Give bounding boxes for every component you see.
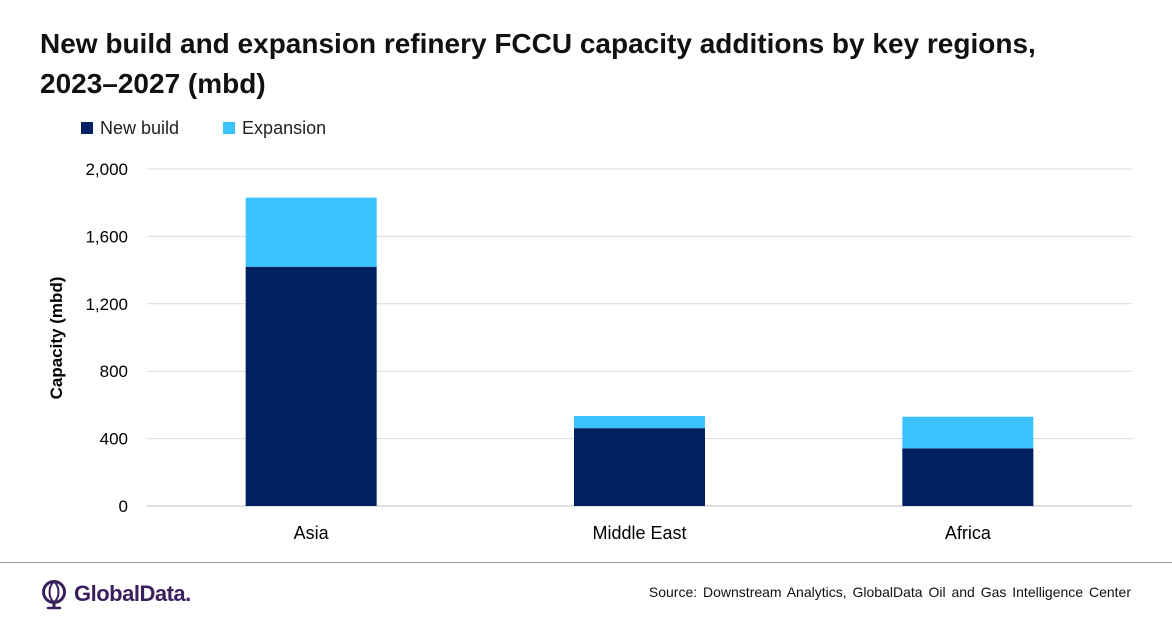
legend-item-expansion: Expansion [223, 118, 326, 139]
chart-title-line-2: 2023–2027 (mbd) [40, 68, 266, 99]
bars [245, 197, 1034, 506]
globaldata-logo: GlobalData. [40, 576, 191, 612]
legend-swatch-expansion [223, 122, 236, 134]
x-axis-ticks: Asia Middle East Africa [294, 523, 992, 543]
legend-swatch-new-build [81, 122, 93, 134]
y-axis-label: Capacity (mbd) [47, 277, 66, 400]
y-axis-ticks: 0 400 800 1,200 1,600 2,000 [85, 160, 128, 516]
y-tick-label: 2,000 [85, 160, 128, 179]
y-tick-label: 0 [119, 497, 128, 516]
source-note: Source: Downstream Analytics, GlobalData… [648, 584, 1131, 600]
bar-new-build [245, 266, 377, 506]
footer-divider [0, 562, 1172, 563]
chart-title: New build and expansion refinery FCCU ca… [40, 24, 1140, 104]
x-tick-label: Asia [294, 523, 330, 543]
legend-label-expansion: Expansion [242, 117, 327, 138]
legend-label-new-build: New build [100, 117, 180, 138]
logo-text: GlobalData. [74, 581, 191, 606]
chart-title-line-1: New build and expansion refinery FCCU ca… [40, 28, 1036, 59]
y-tick-label: 400 [100, 430, 128, 449]
x-tick-label: Middle East [592, 523, 686, 543]
x-tick-label: Africa [945, 523, 992, 543]
y-tick-label: 800 [100, 362, 128, 381]
chart-legend: New build Expansion [81, 117, 370, 139]
chart-plot: 0 400 800 1,200 1,600 2,000 Asia Middle East Af… [47, 160, 1132, 543]
bar-expansion [245, 197, 377, 267]
bar-expansion [574, 416, 705, 429]
bar-expansion [902, 416, 1034, 449]
bar-new-build [902, 448, 1034, 506]
bar-new-build [574, 428, 705, 506]
y-tick-label: 1,600 [85, 227, 128, 246]
globaldata-logo-icon [42, 580, 66, 610]
y-tick-label: 1,200 [85, 295, 128, 314]
legend-item-new-build: New build [81, 118, 179, 139]
